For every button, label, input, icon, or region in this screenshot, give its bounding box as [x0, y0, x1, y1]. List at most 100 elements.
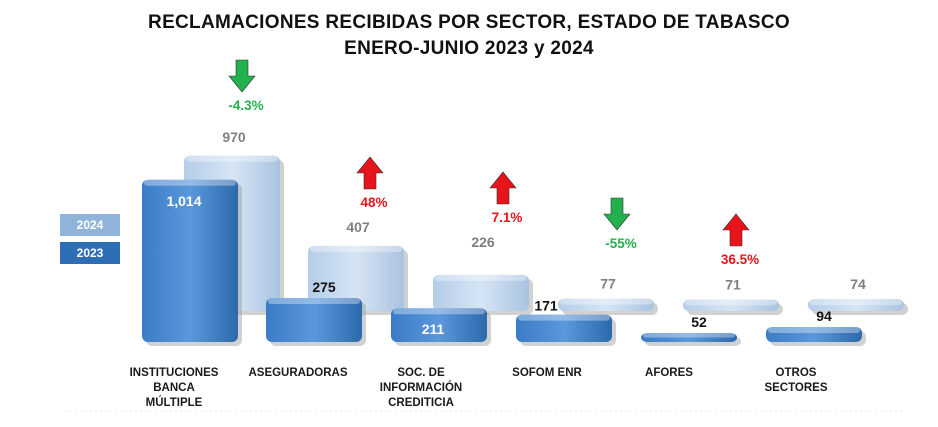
baseline-dot	[620, 410, 622, 412]
baseline-dot	[500, 410, 502, 412]
baseline-dot	[535, 410, 537, 412]
baseline-dot	[850, 410, 852, 412]
baseline-dot	[300, 410, 302, 412]
baseline-dot	[765, 410, 767, 412]
baseline-dot	[675, 410, 677, 412]
baseline-dot	[880, 410, 882, 412]
value-label-2024: 970	[222, 129, 246, 145]
baseline-dot	[530, 410, 532, 412]
baseline-dot	[325, 410, 327, 412]
baseline-dot	[415, 410, 417, 412]
baseline-dot	[355, 410, 357, 412]
baseline-dot	[790, 410, 792, 412]
baseline-dot	[800, 410, 802, 412]
value-label-2023: 275	[312, 279, 336, 295]
baseline-dot	[460, 410, 462, 412]
baseline-dot	[110, 410, 112, 412]
baseline-dot	[510, 410, 512, 412]
bar-2023-5	[766, 326, 866, 346]
baseline-dot	[145, 410, 147, 412]
baseline-dot	[90, 410, 92, 412]
bar-2024-2	[433, 274, 533, 315]
baseline-dot	[65, 410, 67, 412]
baseline-dot	[385, 410, 387, 412]
baseline-dot	[760, 410, 762, 412]
value-label-2023: 1,014	[166, 193, 201, 209]
baseline-dot	[125, 410, 127, 412]
baseline-dot	[890, 410, 892, 412]
baseline-dot	[80, 410, 82, 412]
baseline-dot	[265, 410, 267, 412]
value-label-2024: 407	[346, 219, 370, 235]
baseline-dot	[185, 410, 187, 412]
baseline-dot	[655, 410, 657, 412]
baseline-dot	[140, 410, 142, 412]
category-label: OTROS SECTORES	[764, 367, 828, 394]
baseline-dot	[170, 410, 172, 412]
baseline-dot	[885, 410, 887, 412]
category-label: SOC. DE INFORMACIÓN CREDITICIA	[379, 367, 463, 409]
baseline-dot	[405, 410, 407, 412]
baseline-dot	[495, 410, 497, 412]
baseline-dot	[625, 410, 627, 412]
value-label-2024: 71	[725, 277, 741, 293]
legend-2023: 2023	[60, 242, 120, 264]
value-label-2024: 77	[600, 276, 616, 292]
baseline-dot	[130, 410, 132, 412]
baseline-dot	[565, 410, 567, 412]
baseline-dot	[540, 410, 542, 412]
change-arrow-up-icon	[489, 171, 517, 205]
baseline-dot	[555, 410, 557, 412]
change-label-0: -4.3%	[228, 98, 263, 113]
baseline-dot	[710, 410, 712, 412]
baseline-dot	[330, 410, 332, 412]
baseline-dot	[770, 410, 772, 412]
baseline-dot	[815, 410, 817, 412]
baseline-dot	[350, 410, 352, 412]
baseline-dot	[900, 410, 902, 412]
bar-2024-3	[558, 298, 658, 315]
baseline-dot	[635, 410, 637, 412]
baseline-dot	[85, 410, 87, 412]
baseline-dot	[785, 410, 787, 412]
baseline-dot	[545, 410, 547, 412]
change-label-1: 48%	[360, 195, 387, 210]
baseline-dot	[160, 410, 162, 412]
baseline-dot	[380, 410, 382, 412]
category-label: AFORES	[645, 367, 693, 379]
baseline-dot	[595, 410, 597, 412]
baseline-dot	[230, 410, 232, 412]
baseline-dot	[390, 410, 392, 412]
chart-subtitle: ENERO-JUNIO 2023 y 2024	[344, 38, 594, 59]
baseline-dot	[225, 410, 227, 412]
baseline-dot	[455, 410, 457, 412]
baseline-dot	[340, 410, 342, 412]
baseline-dot	[745, 410, 747, 412]
baseline-dot	[155, 410, 157, 412]
baseline-dot	[105, 410, 107, 412]
baseline-dot	[470, 410, 472, 412]
baseline-dot	[195, 410, 197, 412]
baseline-dot	[605, 410, 607, 412]
baseline-dot	[345, 410, 347, 412]
baseline-dot	[735, 410, 737, 412]
baseline-dot	[440, 410, 442, 412]
value-label-2023: 211	[422, 321, 445, 337]
change-arrow-down-icon	[603, 197, 631, 231]
baseline-dot	[420, 410, 422, 412]
baseline-dot	[570, 410, 572, 412]
baseline-dot	[865, 410, 867, 412]
baseline-dot	[755, 410, 757, 412]
baseline-dot	[395, 410, 397, 412]
baseline-dot	[285, 410, 287, 412]
baseline-dot	[505, 410, 507, 412]
baseline-dot	[845, 410, 847, 412]
baseline-dot	[550, 410, 552, 412]
change-label-3: -55%	[605, 236, 637, 251]
baseline-dot	[175, 410, 177, 412]
baseline-dot	[255, 410, 257, 412]
baseline-dot	[135, 410, 137, 412]
legend-2024: 2024	[60, 214, 120, 236]
baseline-dot	[805, 410, 807, 412]
baseline-dot	[360, 410, 362, 412]
